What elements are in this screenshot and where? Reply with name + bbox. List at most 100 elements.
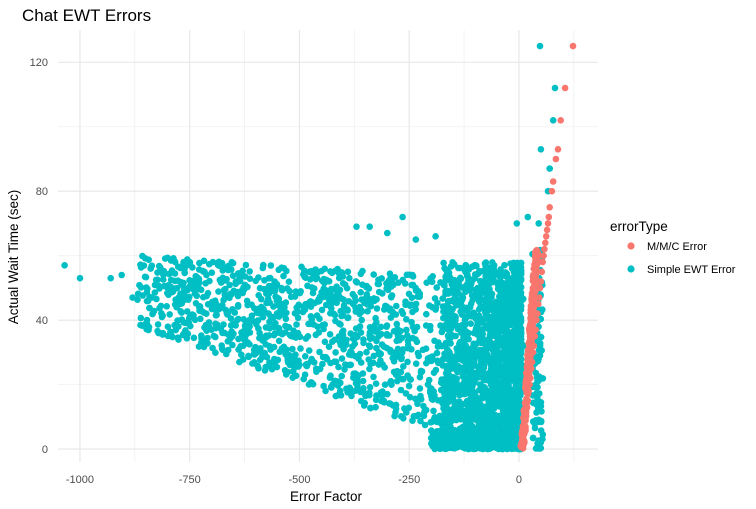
simple-ewt-point xyxy=(219,267,226,274)
simple-ewt-point xyxy=(395,279,402,287)
simple-ewt-point xyxy=(107,274,114,282)
simple-ewt-point xyxy=(289,374,297,382)
simple-ewt-point xyxy=(482,259,490,266)
simple-ewt-point xyxy=(229,272,237,280)
simple-ewt-point xyxy=(495,440,503,447)
x-axis-title: Error Factor xyxy=(290,489,363,504)
simple-ewt-point xyxy=(155,262,163,270)
simple-ewt-point xyxy=(285,324,292,331)
simple-ewt-point xyxy=(321,289,329,297)
simple-ewt-point xyxy=(355,372,362,379)
simple-ewt-point xyxy=(429,273,437,280)
simple-ewt-point xyxy=(478,349,485,357)
simple-ewt-point xyxy=(154,269,161,276)
simple-ewt-point xyxy=(491,332,499,340)
simple-ewt-point xyxy=(145,256,152,264)
simple-ewt-point xyxy=(332,358,340,366)
mmc-error-point xyxy=(524,397,532,405)
simple-ewt-point xyxy=(408,346,415,353)
simple-ewt-point xyxy=(388,280,395,288)
mmc-error-point xyxy=(545,213,553,221)
simple-ewt-point xyxy=(423,279,431,287)
simple-ewt-point xyxy=(298,263,305,271)
simple-ewt-point xyxy=(501,383,509,391)
mmc-error-point xyxy=(525,387,532,395)
simple-ewt-point xyxy=(412,306,420,313)
mmc-error-point xyxy=(526,381,533,388)
simple-ewt-point xyxy=(489,410,497,418)
simple-ewt-point xyxy=(168,267,176,274)
simple-ewt-point xyxy=(501,413,509,421)
simple-ewt-point xyxy=(485,438,492,445)
simple-ewt-point xyxy=(322,353,330,361)
simple-ewt-point xyxy=(229,306,236,313)
simple-ewt-point xyxy=(322,301,330,309)
mmc-error-point xyxy=(520,429,527,437)
simple-ewt-point xyxy=(186,282,194,290)
simple-ewt-point xyxy=(366,384,374,391)
simple-ewt-point xyxy=(349,290,357,298)
mmc-error-point xyxy=(530,342,538,350)
simple-ewt-point xyxy=(346,274,353,282)
mmc-error-point xyxy=(532,253,539,261)
simple-ewt-point xyxy=(229,341,236,349)
simple-ewt-point xyxy=(344,314,352,322)
simple-ewt-point xyxy=(221,329,228,337)
simple-ewt-point xyxy=(272,320,279,327)
legend-label-simple: Simple EWT Error xyxy=(647,264,736,276)
simple-ewt-point xyxy=(152,276,160,284)
simple-ewt-point xyxy=(289,345,296,353)
simple-ewt-point xyxy=(379,388,386,395)
simple-ewt-point xyxy=(413,412,420,420)
simple-ewt-point xyxy=(516,294,524,301)
simple-ewt-point xyxy=(61,262,68,269)
simple-ewt-point xyxy=(375,361,383,368)
mmc-error-point xyxy=(532,326,539,334)
simple-ewt-point xyxy=(260,285,268,293)
simple-ewt-point xyxy=(413,338,421,346)
legend-label-mmc: M/M/C Error xyxy=(647,241,707,253)
simple-ewt-point xyxy=(440,281,448,289)
simple-ewt-point xyxy=(471,275,479,282)
simple-ewt-point xyxy=(353,223,360,230)
simple-ewt-point xyxy=(206,260,213,268)
simple-ewt-point xyxy=(308,298,316,306)
simple-ewt-point xyxy=(499,323,507,331)
simple-ewt-point xyxy=(320,382,327,390)
simple-ewt-point xyxy=(504,296,511,304)
simple-ewt-point xyxy=(483,404,491,412)
simple-ewt-point xyxy=(275,266,283,274)
simple-ewt-point xyxy=(336,339,344,346)
simple-ewt-point xyxy=(177,290,184,298)
simple-ewt-point xyxy=(212,324,219,332)
simple-ewt-point xyxy=(359,377,367,385)
simple-ewt-point xyxy=(420,402,427,410)
simple-ewt-point xyxy=(487,365,495,373)
simple-ewt-point xyxy=(472,328,480,335)
mmc-error-point xyxy=(528,296,536,304)
x-tick-label: -500 xyxy=(288,474,310,486)
simple-ewt-point xyxy=(226,281,233,289)
simple-ewt-point xyxy=(197,315,204,323)
data-points xyxy=(61,42,577,453)
simple-ewt-point xyxy=(456,398,463,405)
simple-ewt-point xyxy=(439,399,446,407)
simple-ewt-point xyxy=(416,291,423,298)
simple-ewt-point xyxy=(476,381,484,388)
simple-ewt-point xyxy=(435,339,442,346)
simple-ewt-point xyxy=(253,309,261,317)
simple-ewt-point xyxy=(532,417,539,424)
simple-ewt-point xyxy=(159,267,167,275)
simple-ewt-point xyxy=(394,332,402,339)
mmc-error-point xyxy=(523,403,531,411)
simple-ewt-point xyxy=(513,220,521,227)
simple-ewt-point xyxy=(439,326,447,334)
simple-ewt-point xyxy=(451,407,458,415)
simple-ewt-point xyxy=(210,332,218,340)
simple-ewt-point xyxy=(533,374,541,381)
simple-ewt-point xyxy=(497,313,505,321)
simple-ewt-point xyxy=(482,376,490,384)
simple-ewt-point xyxy=(487,356,494,364)
simple-ewt-point xyxy=(372,380,380,388)
simple-ewt-point xyxy=(338,355,346,362)
